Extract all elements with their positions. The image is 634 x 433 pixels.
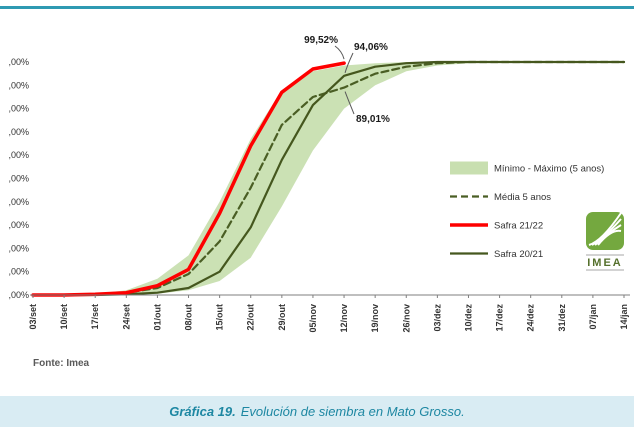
legend-item: Safra 20/21	[450, 249, 543, 260]
x-tick-label: 10/dez	[463, 304, 473, 332]
y-tick-label: ,00%	[8, 174, 29, 184]
x-tick-label: 17/dez	[495, 304, 505, 332]
y-tick-label: ,00%	[8, 104, 29, 114]
y-tick-label: ,00%	[8, 57, 29, 67]
x-tick-label: 31/dez	[557, 304, 567, 332]
caption-label: Gráfica 19.	[169, 404, 236, 419]
y-tick-label: ,00%	[8, 267, 29, 277]
series-band-min-max	[33, 62, 624, 295]
y-tick-label: ,00%	[8, 197, 29, 207]
imea-wordmark: IMEA	[587, 257, 623, 269]
y-tick-label: ,00%	[8, 290, 29, 300]
x-tick-label: 10/set	[59, 304, 69, 330]
x-tick-label: 14/jan	[619, 304, 629, 330]
x-tick-label: 03/set	[28, 304, 38, 330]
chart-canvas: ,00% ,00% ,00% ,00% ,00% ,00% ,00% ,00% ,00% ,00%…	[8, 35, 630, 333]
caption-bar: Gráfica 19. Evolución de siembra en Mato…	[0, 396, 634, 427]
x-tick-label: 24/dez	[526, 304, 536, 332]
x-tick-label: 07/jan	[588, 304, 598, 330]
legend-label: Média 5 anos	[494, 192, 551, 203]
legend-swatch-band	[450, 161, 488, 175]
imea-logo-swoosh	[597, 229, 622, 246]
legend-item: Média 5 anos	[450, 192, 551, 203]
y-tick-label: ,00%	[8, 127, 29, 137]
imea-logo-swoosh	[588, 212, 622, 246]
legend-label: Mínimo - Máximo (5 anos)	[494, 164, 604, 175]
caption-text: Evolución de siembra en Mato Grosso.	[240, 404, 465, 419]
x-tick-label: 19/nov	[370, 304, 380, 333]
legend-item: Mínimo - Máximo (5 anos)	[450, 161, 604, 175]
annotation-label: 89,01%	[356, 114, 390, 125]
annotation-label: 99,52%	[304, 35, 338, 46]
annotation-leader	[344, 91, 355, 115]
x-tick-label: 26/nov	[401, 304, 411, 333]
x-tick-label: 29/out	[277, 304, 287, 331]
legend-item: Safra 21/22	[450, 221, 543, 232]
top-accent-rule	[0, 6, 634, 9]
legend-label: Safra 21/22	[494, 221, 543, 232]
x-tick-label: 12/nov	[339, 304, 349, 333]
annotation-label: 94,06%	[354, 42, 388, 53]
x-tick-label: 08/out	[184, 304, 194, 331]
x-tick-label: 03/dez	[432, 304, 442, 332]
y-tick-label: ,00%	[8, 80, 29, 90]
y-tick-label: ,00%	[8, 150, 29, 160]
x-tick-label: 17/set	[90, 304, 100, 330]
x-tick-label: 15/out	[215, 304, 225, 331]
annotation-leader	[334, 45, 345, 60]
x-tick-label: 22/out	[246, 304, 256, 331]
source-note: Fonte: Imea	[33, 358, 90, 369]
y-tick-label: ,00%	[8, 220, 29, 230]
legend-label: Safra 20/21	[494, 249, 543, 260]
x-tick-label: 01/out	[152, 304, 162, 331]
x-tick-label: 05/nov	[308, 304, 318, 333]
x-tick-label: 24/set	[121, 304, 131, 330]
y-tick-label: ,00%	[8, 243, 29, 253]
imea-logo: IMEA	[586, 212, 624, 271]
series-safra-20-21	[31, 60, 626, 297]
annotation-leader	[344, 52, 354, 73]
